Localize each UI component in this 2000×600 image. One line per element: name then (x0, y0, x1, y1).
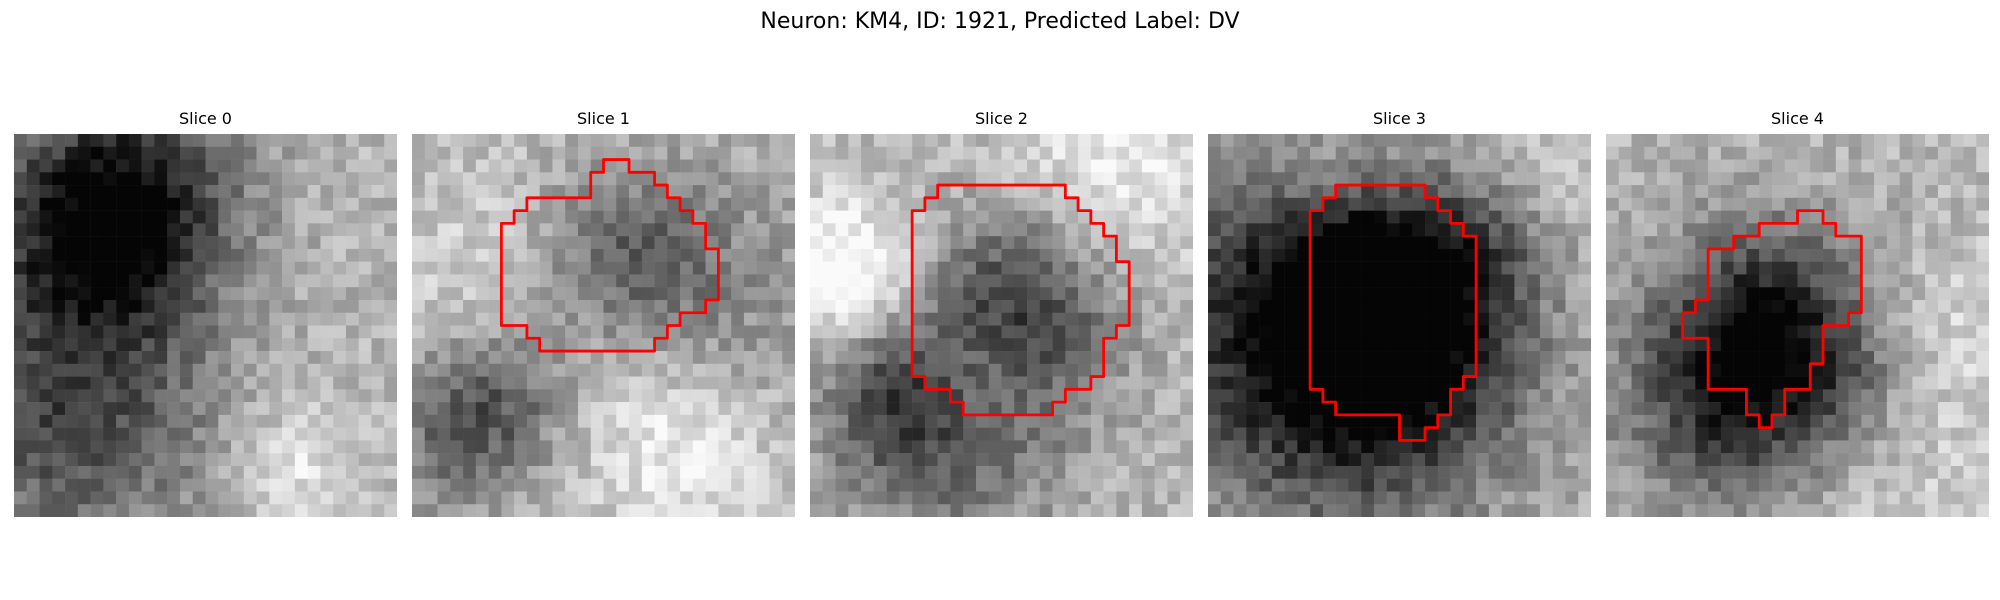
pixel-grid (412, 134, 795, 517)
segmentation-contour (910, 183, 1131, 417)
figure-title: Neuron: KM4, ID: 1921, Predicted Label: … (760, 9, 1240, 34)
panel-title: Slice 4 (1771, 109, 1824, 128)
panel-title: Slice 3 (1373, 109, 1426, 128)
panel-slice-3: Slice 3 (1208, 108, 1591, 517)
slice-image (810, 134, 1193, 517)
panel-slice-2: Slice 2 (810, 108, 1193, 517)
panel-slice-1: Slice 1 (412, 108, 795, 517)
segmentation-contour (499, 158, 720, 353)
panel-title: Slice 2 (975, 109, 1028, 128)
panel-slice-4: Slice 4 (1606, 108, 1989, 517)
segmentation-contour (1308, 183, 1478, 442)
pixel-grid (810, 134, 1193, 517)
panel-title: Slice 1 (577, 109, 630, 128)
slice-image (14, 134, 397, 517)
panel-title: Slice 0 (179, 109, 232, 128)
slice-image (1208, 134, 1591, 517)
panel-slice-0: Slice 0 (14, 108, 397, 517)
slice-image (412, 134, 795, 517)
slice-image (1606, 134, 1989, 517)
segmentation-contour (1681, 209, 1863, 430)
pixel-grid (1606, 134, 1989, 517)
pixel-grid (14, 134, 397, 517)
pixel-grid (1208, 134, 1591, 517)
